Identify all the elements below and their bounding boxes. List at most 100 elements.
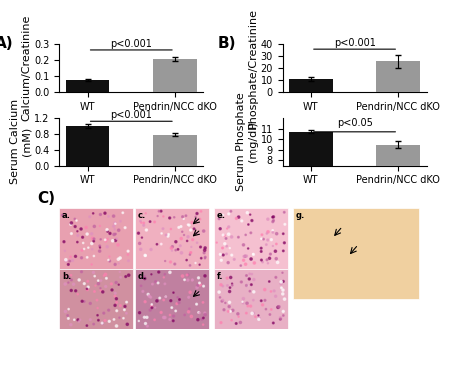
Point (257, 236, 265, 242)
Point (217, 282, 225, 288)
Point (194, 290, 202, 296)
Point (140, 220, 147, 226)
Point (165, 231, 173, 237)
Point (251, 260, 258, 266)
Point (267, 237, 275, 243)
Point (124, 321, 131, 327)
Point (246, 212, 254, 218)
Point (181, 312, 189, 318)
Point (188, 244, 195, 250)
Point (187, 250, 194, 256)
Point (258, 257, 265, 263)
Bar (153, 135, 197, 166)
Point (217, 251, 224, 257)
Point (274, 259, 282, 265)
Point (62, 281, 69, 287)
Point (90, 253, 98, 259)
Point (153, 298, 161, 304)
Point (266, 312, 273, 317)
Point (114, 242, 122, 248)
Point (193, 285, 201, 290)
Point (141, 276, 148, 282)
FancyBboxPatch shape (59, 208, 133, 269)
Point (151, 305, 159, 310)
Point (227, 275, 235, 280)
Point (168, 245, 175, 251)
Point (78, 269, 85, 275)
Point (90, 236, 98, 242)
Point (142, 211, 149, 216)
Point (158, 231, 165, 236)
Point (184, 277, 191, 283)
Point (201, 273, 209, 279)
Point (95, 281, 102, 287)
Point (228, 252, 236, 258)
Point (196, 280, 203, 286)
Point (280, 313, 287, 319)
Point (161, 258, 169, 264)
Point (155, 208, 163, 214)
Point (78, 298, 86, 304)
Point (240, 257, 247, 263)
Point (123, 299, 130, 305)
Point (65, 274, 73, 280)
Point (141, 273, 148, 279)
Y-axis label: Calcium/Creatinine: Calcium/Creatinine (21, 15, 31, 121)
Point (227, 308, 234, 314)
Point (74, 317, 82, 323)
Point (97, 278, 105, 283)
Point (170, 313, 177, 319)
Point (247, 256, 255, 262)
Point (67, 221, 74, 227)
Point (171, 261, 179, 267)
Point (93, 297, 101, 303)
Point (110, 316, 118, 322)
Point (250, 310, 257, 316)
Point (269, 228, 276, 233)
Point (113, 308, 120, 314)
Text: p<0.001: p<0.001 (110, 110, 152, 120)
Point (115, 282, 122, 287)
Point (119, 210, 127, 216)
Bar (289, 132, 333, 245)
Point (200, 228, 208, 234)
Text: b.: b. (62, 272, 71, 281)
Point (168, 248, 176, 253)
Point (74, 291, 82, 297)
Point (189, 237, 197, 243)
Point (103, 244, 111, 250)
Point (64, 262, 72, 268)
Point (277, 316, 284, 322)
Point (106, 318, 113, 324)
Point (195, 309, 202, 315)
Point (258, 232, 266, 238)
Point (186, 289, 194, 295)
Point (192, 231, 200, 236)
Point (194, 282, 201, 288)
Point (148, 303, 155, 309)
Point (140, 222, 147, 228)
Point (151, 219, 158, 225)
Text: p<0.05: p<0.05 (337, 118, 373, 128)
Point (200, 283, 207, 289)
Point (274, 305, 282, 310)
Point (147, 294, 155, 300)
Point (255, 316, 263, 322)
Point (103, 227, 111, 233)
Point (250, 277, 258, 283)
Point (65, 306, 73, 312)
Point (160, 275, 168, 280)
Point (173, 301, 181, 307)
Point (255, 315, 263, 321)
Point (171, 214, 178, 220)
Point (136, 240, 144, 246)
Point (67, 322, 75, 328)
Point (235, 214, 242, 220)
Point (278, 285, 285, 291)
Point (240, 253, 247, 259)
Point (246, 276, 253, 282)
Point (120, 307, 128, 313)
Point (234, 311, 242, 317)
Point (239, 296, 247, 302)
Point (178, 250, 185, 256)
